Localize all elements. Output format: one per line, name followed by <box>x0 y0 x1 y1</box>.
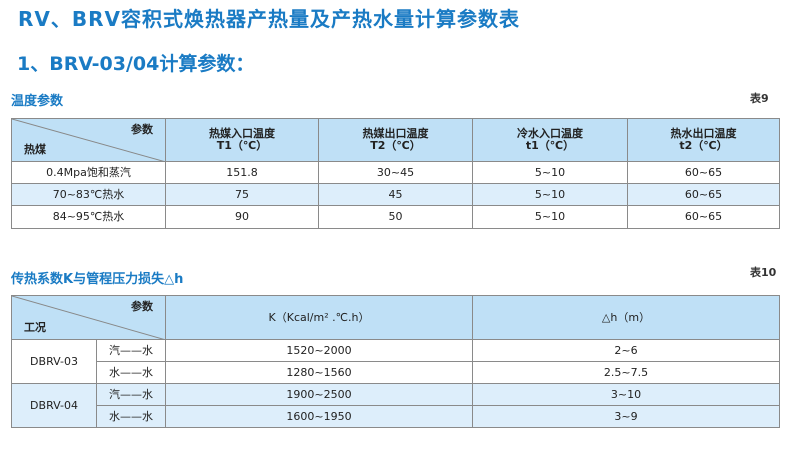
column-header: △h（m） <box>472 295 780 340</box>
cell: 70~83℃热水 <box>11 183 166 206</box>
cell: 水——水 <box>96 405 166 428</box>
table-row: 水——水 1280~1560 2.5~7.5 <box>12 361 780 384</box>
cell: 60~65 <box>627 205 780 229</box>
cell: 1900~2500 <box>165 383 473 406</box>
heat-transfer-table: 参数 工况 K（Kcal/m² .℃.h） △h（m） DBRV-03 汽——水… <box>11 295 780 428</box>
cell: 1280~1560 <box>165 361 473 384</box>
cell: 50 <box>318 205 473 229</box>
corner-row-label: 工况 <box>24 321 46 334</box>
column-header: K（Kcal/m² .℃.h） <box>165 295 473 340</box>
column-header: 热媒入口温度 T1（℃） <box>165 118 319 162</box>
corner-header: 参数 热煤 <box>11 118 166 162</box>
table10-tag: 表10 <box>750 266 777 279</box>
cell: 汽——水 <box>96 383 166 406</box>
corner-header: 参数 工况 <box>11 295 166 340</box>
table9-title: 温度参数 <box>11 94 64 109</box>
cell: 45 <box>318 183 473 206</box>
cell: 75 <box>165 183 319 206</box>
table9-tag: 表9 <box>750 92 769 105</box>
cell: 3~10 <box>472 383 780 406</box>
cell: 水——水 <box>96 361 166 384</box>
cell: 60~65 <box>627 161 780 184</box>
table-row: DBRV-03 汽——水 1520~2000 2~6 <box>11 339 780 384</box>
diagonal-line <box>12 296 166 340</box>
cell: 2.5~7.5 <box>472 361 780 384</box>
group-label: DBRV-03 <box>11 339 97 384</box>
cell: 90 <box>165 205 319 229</box>
table-row: 70~83℃热水 75 45 5~10 60~65 <box>11 183 780 206</box>
corner-param-label: 参数 <box>131 123 153 136</box>
cell: 30~45 <box>318 161 473 184</box>
table-row: 水——水 1600~1950 3~9 <box>12 405 780 428</box>
corner-row-label: 热煤 <box>24 143 46 156</box>
diagonal-line <box>12 119 166 162</box>
cell: 5~10 <box>472 183 628 206</box>
cell: 5~10 <box>472 161 628 184</box>
table-row: DBRV-04 汽——水 1900~2500 3~10 <box>11 383 780 428</box>
cell: 3~9 <box>472 405 780 428</box>
cell: 0.4Mpa饱和蒸汽 <box>11 161 166 184</box>
section-heading: 1、BRV-03/04计算参数： <box>17 53 255 75</box>
cell: 1600~1950 <box>165 405 473 428</box>
group-label: DBRV-04 <box>11 383 97 428</box>
table-row: 0.4Mpa饱和蒸汽 151.8 30~45 5~10 60~65 <box>11 161 780 184</box>
cell: 5~10 <box>472 205 628 229</box>
cell: 151.8 <box>165 161 319 184</box>
cell: 60~65 <box>627 183 780 206</box>
cell: 84~95℃热水 <box>11 205 166 229</box>
page-title: RV、BRV容积式焕热器产热量及产热水量计算参数表 <box>18 7 521 31</box>
cell: 汽——水 <box>96 339 166 362</box>
corner-param-label: 参数 <box>131 300 153 313</box>
column-header: 热水出口温度 t2（℃） <box>627 118 780 162</box>
cell: 1520~2000 <box>165 339 473 362</box>
cell: 2~6 <box>472 339 780 362</box>
table-row: 84~95℃热水 90 50 5~10 60~65 <box>11 205 780 229</box>
table10-title: 传热系数K与管程压力损失△h <box>11 272 184 287</box>
temperature-table: 参数 热煤 热媒入口温度 T1（℃） 热媒出口温度 T2（℃） 冷水入口温度 t1（℃… <box>11 118 780 229</box>
column-header: 冷水入口温度 t1（℃） <box>472 118 628 162</box>
column-header: 热媒出口温度 T2（℃） <box>318 118 473 162</box>
